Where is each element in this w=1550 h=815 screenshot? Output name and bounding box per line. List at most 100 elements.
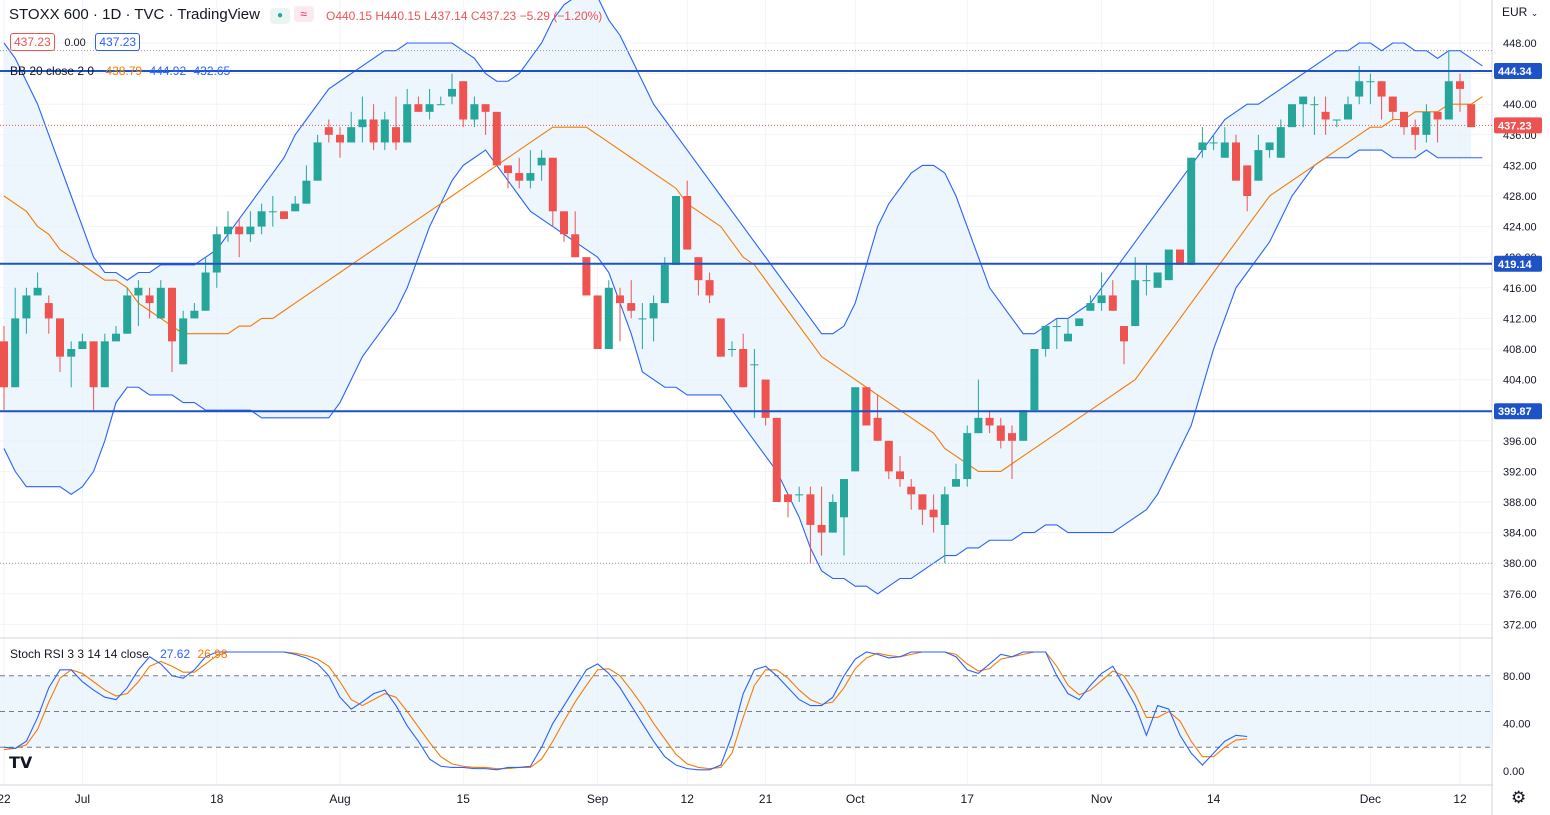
candle-body — [940, 494, 949, 525]
candle — [336, 127, 344, 158]
candle — [806, 486, 815, 564]
candle-body — [873, 417, 882, 441]
bb-lower-value: 432.65 — [193, 64, 231, 78]
candle — [134, 280, 143, 327]
candle-body — [795, 494, 804, 496]
candle-body — [772, 417, 781, 502]
candle — [100, 333, 109, 388]
spread-value: 0.00 — [64, 37, 86, 49]
candle-body — [212, 234, 221, 273]
currency-selector[interactable]: EUR ⌄ — [1502, 5, 1538, 19]
candle — [840, 479, 848, 556]
candle-body — [481, 104, 490, 112]
candle-body — [1243, 165, 1252, 196]
ask-badge[interactable]: 437.23 — [95, 33, 141, 51]
candle — [11, 287, 20, 388]
candle-body — [492, 111, 501, 166]
candle-body — [1008, 433, 1016, 441]
candle-body — [112, 333, 120, 342]
candle-body — [1052, 326, 1061, 328]
candle — [1444, 50, 1453, 120]
candle-body — [705, 280, 714, 296]
candle — [548, 157, 557, 227]
candle-body — [963, 433, 972, 480]
candle-body — [224, 226, 232, 235]
candle-body — [884, 440, 893, 472]
price-tick-label: 396.00 — [1503, 436, 1537, 448]
tradingview-logo-icon[interactable]: 𝗧𝗩 — [9, 753, 39, 775]
data-feed-icon[interactable]: ≈ — [293, 6, 314, 22]
candle-body — [515, 173, 524, 181]
candle-body — [638, 318, 647, 320]
candle-body — [918, 494, 927, 510]
candle — [627, 280, 636, 319]
candle-body — [1276, 127, 1285, 158]
candle — [660, 257, 669, 304]
candle — [974, 379, 983, 434]
bb-legend[interactable]: BB 20 close 2 0 438.79 444.92 432.65 — [10, 64, 230, 78]
candle — [604, 280, 613, 349]
candle-body — [1456, 81, 1464, 89]
candle — [526, 150, 535, 189]
candle — [425, 88, 434, 120]
candle — [537, 150, 546, 181]
candle-body — [907, 486, 916, 495]
bid-badge[interactable]: 437.23 — [10, 33, 55, 51]
candle-body — [1400, 111, 1408, 128]
candle — [1254, 134, 1263, 181]
bb-basis-value: 438.79 — [105, 64, 143, 78]
candle — [145, 287, 154, 319]
candle-body — [1321, 111, 1330, 120]
candle — [1411, 119, 1420, 151]
candle-body — [1198, 142, 1207, 151]
candle — [560, 211, 568, 242]
bb-label: BB 20 close 2 0 — [10, 64, 95, 78]
candle-body — [728, 349, 736, 350]
candle-body — [627, 303, 636, 311]
candle-body — [425, 104, 434, 112]
price-tick-label: 392.00 — [1503, 466, 1537, 478]
horizontal-levels[interactable] — [0, 69, 1492, 413]
candlestick-series[interactable] — [0, 50, 1476, 564]
price-tick-label: 388.00 — [1503, 497, 1537, 509]
market-status-icon[interactable]: ● — [270, 8, 290, 24]
candle — [504, 165, 512, 189]
candle — [481, 104, 490, 135]
candle-body — [974, 417, 983, 434]
candle — [918, 494, 927, 525]
candle — [963, 425, 972, 487]
status-toggles[interactable]: ● ≈ — [270, 6, 314, 24]
candle — [750, 349, 759, 418]
candle — [112, 326, 120, 342]
candle-body — [672, 196, 680, 265]
candle-body — [985, 417, 994, 426]
candle — [168, 287, 176, 372]
candle — [851, 387, 860, 472]
candle-body — [11, 318, 20, 388]
candle — [1187, 157, 1196, 265]
candle-body — [1187, 157, 1196, 265]
candle — [1321, 96, 1330, 135]
candle-body — [33, 287, 42, 296]
candle — [224, 211, 232, 242]
candle-body — [582, 257, 591, 296]
candle — [33, 272, 42, 296]
candle-body — [168, 287, 176, 342]
candle-body — [1388, 96, 1397, 112]
candle — [324, 119, 333, 143]
candle — [1232, 134, 1240, 181]
candle — [347, 111, 356, 143]
price-tick-label: 408.00 — [1503, 344, 1537, 356]
candle-body — [1131, 280, 1140, 327]
settings-gear-icon[interactable]: ⚙ — [1511, 788, 1527, 807]
candle — [448, 73, 456, 105]
price-label-text: 399.87 — [1498, 406, 1532, 418]
candle-body — [929, 509, 938, 518]
open-value: O440.15 — [326, 9, 373, 23]
candle — [1142, 264, 1151, 296]
candle — [1008, 425, 1016, 480]
time-tick-label: Nov — [1091, 792, 1112, 806]
stoch-legend[interactable]: Stoch RSI 3 3 14 14 close 27.62 26.98 — [10, 647, 228, 661]
candle — [952, 463, 960, 487]
